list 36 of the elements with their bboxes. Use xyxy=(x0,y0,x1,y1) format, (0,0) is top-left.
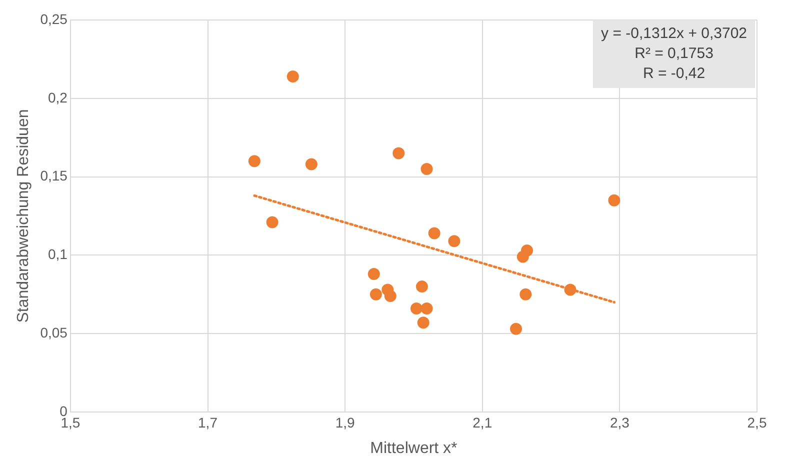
annotation: R² = 0,1753 xyxy=(634,45,714,62)
x-tick-label: 2,3 xyxy=(610,414,630,430)
point xyxy=(248,155,260,168)
y-tick-label: 0,05 xyxy=(40,324,68,340)
x-tick-label: 1,7 xyxy=(198,414,218,430)
point xyxy=(368,268,380,280)
point xyxy=(564,284,576,296)
point xyxy=(608,194,620,206)
point xyxy=(392,147,405,160)
x-tick-label: 2,1 xyxy=(472,414,492,430)
point xyxy=(266,216,278,228)
point xyxy=(417,316,430,329)
point xyxy=(420,302,433,315)
annotation: y = -0,1312x + 0,3702 xyxy=(601,25,748,42)
point xyxy=(428,227,440,240)
point xyxy=(516,250,529,263)
point xyxy=(384,290,396,302)
point xyxy=(420,162,433,175)
x-axis-title: Mittelwert x* xyxy=(370,440,458,457)
x-tick-label: 1,9 xyxy=(335,414,356,430)
point xyxy=(416,280,428,293)
y-tick-label: 0,15 xyxy=(40,168,68,184)
annotation: R = -0,42 xyxy=(642,65,706,82)
y-tick-label: 0,25 xyxy=(40,10,68,27)
point xyxy=(410,302,422,315)
y-tick-label: 0,2 xyxy=(48,89,68,106)
point xyxy=(305,158,318,170)
point xyxy=(520,288,532,300)
point xyxy=(510,322,522,335)
y-tick-label: 0,1 xyxy=(48,246,68,262)
y-tick-label: 0 xyxy=(60,402,68,419)
x-tick-label: 2,5 xyxy=(747,414,767,430)
y-axis-title: Standarabweichung Residuen xyxy=(15,109,32,323)
point xyxy=(448,235,460,248)
point xyxy=(370,288,382,300)
point xyxy=(286,70,299,82)
